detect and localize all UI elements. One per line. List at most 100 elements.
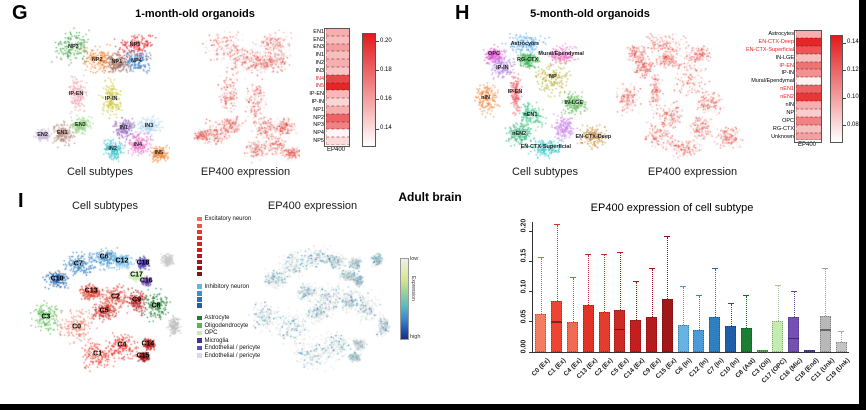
heatmap-cell	[326, 43, 350, 52]
legend-excitatory-shade	[197, 271, 267, 276]
heatmap-row: EN2	[294, 35, 350, 44]
yaxis-tickmark	[529, 260, 532, 262]
heatmap-cell	[326, 137, 350, 145]
expression-gradient	[400, 258, 409, 340]
heatmap-cell	[326, 121, 350, 130]
heatmap-row-label: OPC	[782, 117, 794, 124]
cluster-label-NP4: NP4	[131, 57, 142, 64]
whisker-C0	[540, 258, 542, 314]
heatmap-row: IN4	[294, 74, 350, 83]
legend-excitatory-shade	[197, 265, 267, 270]
caption-h-ep400: EP400 expression	[647, 166, 738, 178]
heatmap-row-label: EN2	[313, 36, 324, 43]
heatmap-cell	[326, 74, 350, 83]
legend-excitatory-neuron: Excitatory neuron	[197, 216, 267, 222]
legend-opc-swatch	[197, 330, 202, 336]
heatmap-row-label: EN-CTX-Superficial	[746, 46, 794, 53]
heatmap-row: IP-EN	[732, 61, 822, 70]
cluster-label-EN3: EN3	[75, 121, 86, 128]
median-line	[614, 328, 626, 331]
cluster-label-Mural/Ependymal: Mural/Ependymal	[538, 51, 584, 58]
whisker-C8	[746, 295, 748, 328]
heatmap-row: NP4	[294, 129, 350, 138]
panel-h-title: 5-month-old organoids	[530, 8, 650, 20]
cluster-label-NP5: NP5	[129, 42, 141, 49]
colorbar-axis-label: Expression	[410, 276, 416, 301]
bottom-black-strip	[0, 404, 866, 410]
legend-inhibitory-shade-swatch	[197, 297, 202, 302]
whisker-cap	[743, 294, 750, 296]
whisker-C5	[619, 253, 621, 310]
whisker-cap	[537, 257, 544, 259]
yaxis-tick-label: 0.20	[520, 218, 528, 233]
whisker-cap	[680, 286, 687, 288]
whisker-C6	[683, 287, 685, 325]
umap-h-expr-canvas	[616, 30, 746, 165]
caption-i-ep400: EP400 expression	[267, 200, 358, 212]
heatmap-row-label: NP5	[313, 138, 324, 145]
heatmap-row-label: NP	[786, 109, 794, 116]
heatmap-row: nIN	[732, 101, 822, 109]
cluster-label-NP1: NP1	[111, 59, 123, 66]
legend-opc-label: OPC	[204, 330, 218, 336]
median-line	[819, 329, 831, 331]
heatmap-cell	[326, 129, 350, 138]
heatmap-cell	[326, 98, 350, 106]
cluster-label-C6: C6	[99, 253, 109, 261]
legend-excitatory-shade	[197, 247, 267, 252]
barchart-plot-area: 0.00 0.05 0.10 0.15 0.20 C0 (Ex) C1 (Ex) C4 (Ex…	[521, 219, 852, 385]
umap-i-ep400-expression	[248, 214, 398, 394]
legend-excitatory-shade-swatch	[197, 223, 202, 228]
panel-h-label: H	[455, 2, 470, 24]
legend-excitatory-shade-swatch	[197, 247, 202, 252]
heatmap-row: RG-CTX	[732, 124, 822, 133]
barchart-title: EP400 expression of cell subtype	[590, 202, 754, 214]
legend-endothelial-pericyte-label: Endothelial / pericyte	[204, 345, 261, 351]
heatmap-row: IN2	[294, 59, 350, 67]
cluster-label-C0: C0	[72, 323, 82, 331]
legend-excitatory-shade-swatch	[197, 253, 202, 258]
heatmap-cell	[326, 105, 350, 114]
heatmap-cell	[796, 53, 822, 62]
heatmap-cell	[796, 116, 822, 125]
yaxis-tick-label: 0.00	[520, 339, 528, 354]
legend-inhibitory-shade	[197, 303, 267, 308]
cluster-label-C3: C3	[41, 313, 51, 321]
cluster-label-nIN: nIN	[481, 94, 491, 101]
heatmap-row-label: IP-IN	[311, 99, 324, 106]
bar-C3	[756, 350, 768, 352]
colorbar-tickmark	[843, 97, 846, 99]
heatmap-cell	[796, 101, 822, 109]
legend-endothelial-pericyte-swatch	[197, 353, 202, 358]
heatmap-row: NP3	[294, 121, 350, 130]
umap-g-cell-subtypes: NP3 NP2 NP5 NP1 NP4 IP-EN IP-IN EN3 EN1 EN2 IN1 IN3…	[30, 24, 170, 166]
heatmap-row-label: NP2	[313, 114, 324, 121]
bar-C16	[788, 316, 800, 352]
cluster-label-C7: C7	[73, 260, 83, 268]
heatmap-cell	[326, 113, 350, 122]
median-line	[551, 321, 563, 323]
whisker-C7	[714, 268, 716, 317]
legend-inhibitory-shade-swatch	[197, 291, 202, 296]
yaxis-tickmark	[529, 321, 532, 323]
whisker-C4	[572, 278, 574, 323]
whisker-C19	[841, 332, 843, 343]
cluster-label-C15: C15	[136, 352, 150, 360]
cluster-label-RG-CTX: RG-CTX	[517, 56, 539, 63]
umap-g-ep400-expression	[192, 24, 300, 166]
heatmap-row-label: IN3	[315, 67, 324, 74]
heatmap-row: Unknown	[732, 132, 822, 141]
colorbar-tickmark	[843, 125, 846, 127]
colorbar-tick-label: 0.16	[380, 95, 392, 102]
whisker-cap	[616, 252, 623, 254]
cluster-label-IN4: IN4	[133, 141, 143, 148]
cluster-label-C12: C12	[115, 257, 129, 265]
bar-C19	[835, 342, 847, 352]
whisker-cap	[822, 268, 829, 270]
cluster-label-IN3: IN3	[144, 123, 154, 130]
whisker-cap	[601, 254, 608, 256]
legend-excitatory-shade	[197, 253, 267, 258]
cluster-label-C17: C17	[130, 271, 143, 279]
whisker-cap	[695, 295, 702, 297]
whisker-cap	[711, 267, 718, 269]
